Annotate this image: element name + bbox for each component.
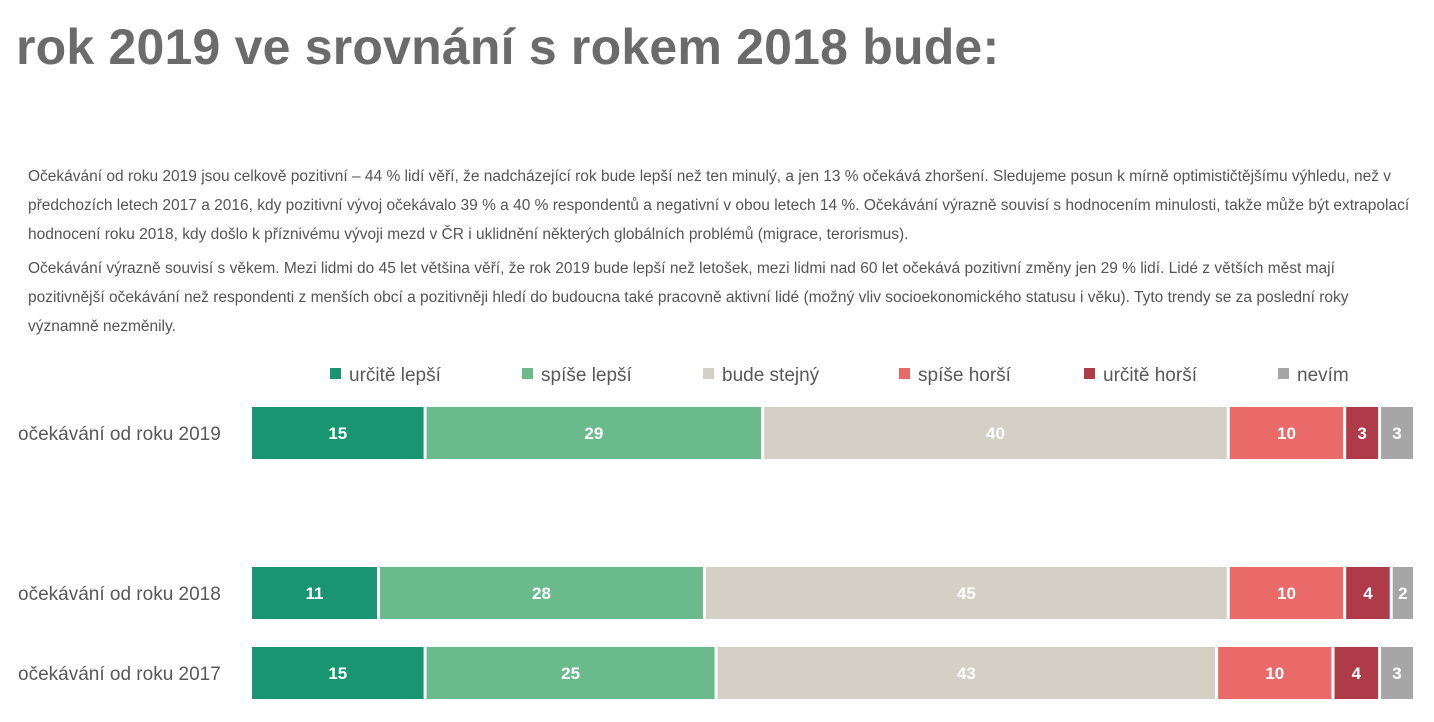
bar-segment xyxy=(252,647,424,699)
bar-row: očekávání od roku 2019 15 29 40 10 3 3 xyxy=(18,407,1413,459)
legend-item: určitě lepší xyxy=(330,365,442,386)
legend-label: spíše lepší xyxy=(541,365,633,386)
category-label: očekávání od roku 2018 xyxy=(18,584,221,605)
data-label: 40 xyxy=(986,424,1005,443)
legend-swatch xyxy=(522,368,533,379)
data-label: 29 xyxy=(584,424,603,443)
bar-segment xyxy=(1381,407,1413,459)
legend-label: nevím xyxy=(1297,365,1349,386)
bar-row: očekávání od roku 2017 15 25 43 10 4 3 xyxy=(18,647,1413,699)
description-paragraph-1: Očekávání od roku 2019 jsou celkově pozi… xyxy=(28,168,1410,243)
data-label: 15 xyxy=(328,664,347,683)
data-label: 25 xyxy=(561,664,580,683)
description-paragraph-2: Očekávání výrazně souvisí s věkem. Mezi … xyxy=(28,260,1349,335)
data-label: 10 xyxy=(1265,664,1284,683)
data-label: 10 xyxy=(1277,584,1296,603)
legend-swatch xyxy=(703,368,714,379)
data-label: 3 xyxy=(1392,664,1401,683)
data-label: 45 xyxy=(957,584,976,603)
bar-segment xyxy=(426,407,762,459)
stacked-bar-chart: určitě lepší spíše lepší bude stejný spíše … xyxy=(18,365,1413,699)
legend-item: bude stejný xyxy=(703,365,820,386)
bar-segment xyxy=(1229,567,1344,619)
legend-swatch xyxy=(1278,368,1289,379)
legend-item: určitě horší xyxy=(1084,365,1198,386)
chart-rows: očekávání od roku 2019 15 29 40 10 3 3očekáván… xyxy=(18,407,1413,699)
data-label: 43 xyxy=(957,664,976,683)
category-label: očekávání od roku 2019 xyxy=(18,424,221,445)
data-label: 2 xyxy=(1398,584,1407,603)
legend-item: nevím xyxy=(1278,365,1349,386)
bar-segment xyxy=(252,567,378,619)
bar-segment xyxy=(717,647,1216,699)
category-label: očekávání od roku 2017 xyxy=(18,664,221,685)
legend-swatch xyxy=(899,368,910,379)
bar-segment xyxy=(1229,407,1344,459)
data-label: 28 xyxy=(532,584,551,603)
data-label: 3 xyxy=(1357,424,1366,443)
data-label: 11 xyxy=(306,584,324,603)
chart-legend: určitě lepší spíše lepší bude stejný spíše … xyxy=(330,365,1349,386)
bar-segment xyxy=(1392,567,1413,619)
legend-label: určitě horší xyxy=(1103,365,1198,386)
bar-segment xyxy=(705,567,1227,619)
data-label: 10 xyxy=(1277,424,1296,443)
legend-item: spíše lepší xyxy=(522,365,633,386)
page-title: rok 2019 ve srovnání s rokem 2018 bude: xyxy=(16,19,1000,75)
bar-segment xyxy=(252,407,424,459)
data-label: 4 xyxy=(1363,584,1373,603)
bar-segment xyxy=(1218,647,1332,699)
bar-segment xyxy=(1381,647,1413,699)
legend-label: spíše horší xyxy=(918,365,1012,386)
bar-segment xyxy=(764,407,1227,459)
legend-item: spíše horší xyxy=(899,365,1012,386)
legend-label: bude stejný xyxy=(722,365,820,386)
legend-swatch xyxy=(1084,368,1095,379)
legend-swatch xyxy=(330,368,341,379)
bar-row: očekávání od roku 2018 11 28 45 10 4 2 xyxy=(18,567,1413,619)
bar-segment xyxy=(426,647,715,699)
bar-segment xyxy=(1346,407,1379,459)
data-label: 4 xyxy=(1352,664,1362,683)
bar-segment xyxy=(1334,647,1379,699)
data-label: 3 xyxy=(1392,424,1401,443)
legend-label: určitě lepší xyxy=(349,365,442,386)
data-label: 15 xyxy=(328,424,347,443)
bar-segment xyxy=(1346,567,1390,619)
bar-segment xyxy=(380,567,703,619)
